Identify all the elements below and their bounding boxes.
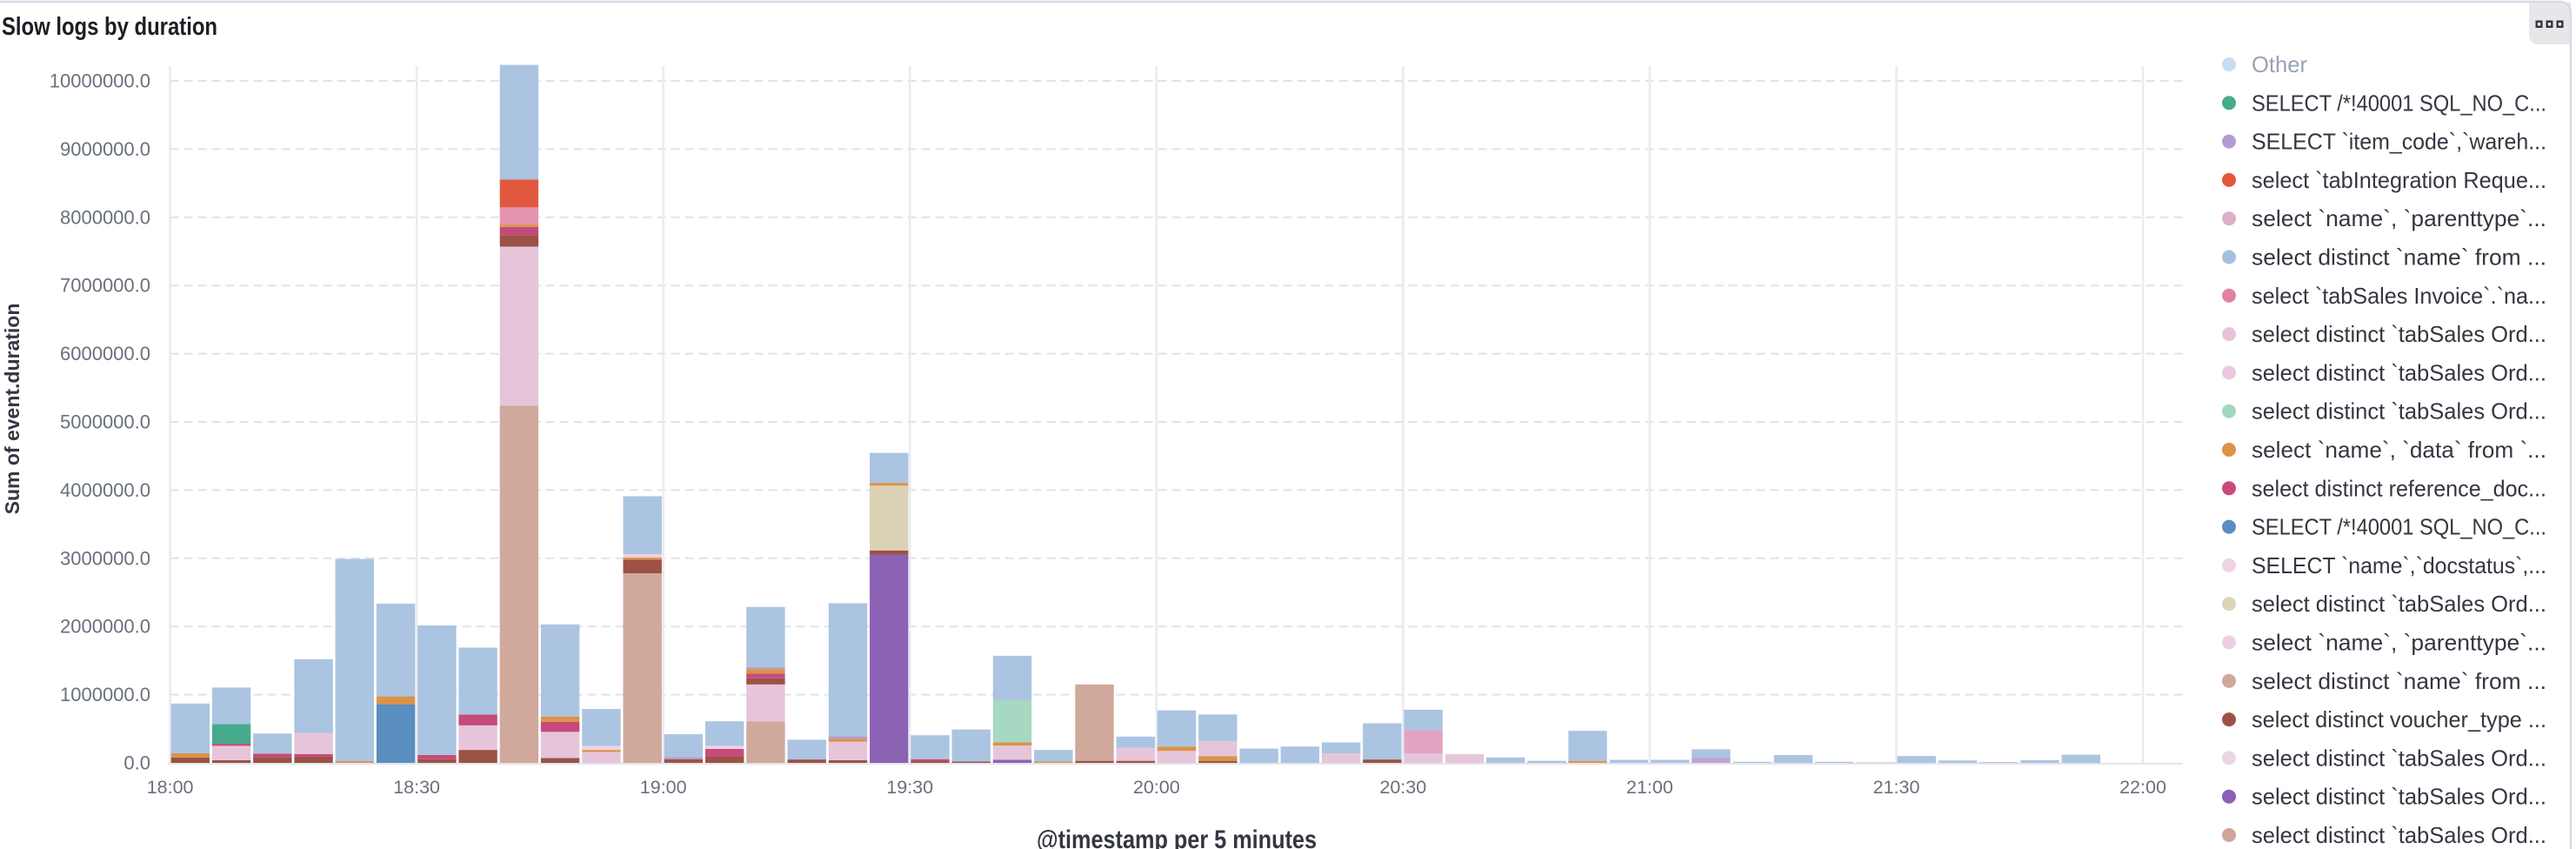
svg-text:select distinct `tabSales Ord.: select distinct `tabSales Ord... bbox=[2252, 745, 2546, 771]
svg-text:select distinct `name` from ..: select distinct `name` from ... bbox=[2252, 244, 2546, 271]
svg-text:8000000.0: 8000000.0 bbox=[60, 206, 150, 228]
svg-text:4000000.0: 4000000.0 bbox=[60, 479, 150, 501]
svg-text:10000000.0: 10000000.0 bbox=[50, 70, 150, 92]
svg-text:5000000.0: 5000000.0 bbox=[60, 411, 150, 433]
svg-text:select distinct `tabSales Ord.: select distinct `tabSales Ord... bbox=[2252, 321, 2546, 347]
svg-text:9000000.0: 9000000.0 bbox=[60, 138, 150, 160]
svg-text:select distinct `tabSales Ord.: select distinct `tabSales Ord... bbox=[2252, 398, 2546, 424]
svg-text:21:30: 21:30 bbox=[1873, 777, 1920, 798]
svg-text:select `tabIntegration Reque..: select `tabIntegration Reque... bbox=[2252, 167, 2546, 193]
svg-text:18:30: 18:30 bbox=[393, 777, 440, 798]
svg-text:3000000.0: 3000000.0 bbox=[60, 547, 150, 569]
svg-text:SELECT /*!40001 SQL_NO_C...: SELECT /*!40001 SQL_NO_C... bbox=[2252, 514, 2546, 540]
svg-text:19:30: 19:30 bbox=[886, 777, 933, 798]
svg-text:select `tabSales Invoice`.`na.: select `tabSales Invoice`.`na... bbox=[2252, 283, 2546, 309]
svg-text:6000000.0: 6000000.0 bbox=[60, 343, 150, 364]
svg-text:SELECT /*!40001 SQL_NO_C...: SELECT /*!40001 SQL_NO_C... bbox=[2252, 90, 2546, 116]
svg-text:Sum of event.duration: Sum of event.duration bbox=[1, 304, 23, 515]
svg-text:select distinct reference_doc.: select distinct reference_doc... bbox=[2252, 475, 2546, 501]
svg-text:select distinct `tabSales Ord.: select distinct `tabSales Ord... bbox=[2252, 822, 2546, 848]
svg-text:SELECT `name`,`docstatus`,...: SELECT `name`,`docstatus`,... bbox=[2252, 552, 2546, 578]
svg-text:SELECT `item_code`,`wareh...: SELECT `item_code`,`wareh... bbox=[2252, 129, 2546, 155]
svg-text:21:00: 21:00 bbox=[1626, 777, 1673, 798]
svg-text:19:00: 19:00 bbox=[640, 777, 687, 798]
svg-text:0.0: 0.0 bbox=[123, 752, 150, 774]
svg-text:18:00: 18:00 bbox=[147, 777, 194, 798]
svg-text:select distinct voucher_type .: select distinct voucher_type ... bbox=[2252, 706, 2546, 732]
svg-text:select distinct `name` from ..: select distinct `name` from ... bbox=[2252, 668, 2546, 694]
svg-text:20:00: 20:00 bbox=[1133, 777, 1180, 798]
svg-text:select distinct `tabSales Ord.: select distinct `tabSales Ord... bbox=[2252, 784, 2546, 810]
svg-text:select `name`, `parenttype`...: select `name`, `parenttype`... bbox=[2252, 630, 2546, 656]
svg-text:20:30: 20:30 bbox=[1379, 777, 1426, 798]
svg-text:Other: Other bbox=[2252, 51, 2307, 77]
svg-text:select distinct `tabSales Ord.: select distinct `tabSales Ord... bbox=[2252, 359, 2546, 385]
svg-text:1000000.0: 1000000.0 bbox=[60, 684, 150, 705]
svg-text:select `name`, `data` from `..: select `name`, `data` from `... bbox=[2252, 437, 2546, 463]
svg-text:7000000.0: 7000000.0 bbox=[60, 275, 150, 297]
svg-text:select `name`, `parenttype`...: select `name`, `parenttype`... bbox=[2252, 205, 2546, 231]
svg-text:@timestamp per 5 minutes: @timestamp per 5 minutes bbox=[1037, 826, 1317, 849]
svg-text:select distinct `tabSales Ord.: select distinct `tabSales Ord... bbox=[2252, 591, 2546, 617]
svg-text:2000000.0: 2000000.0 bbox=[60, 616, 150, 638]
svg-text:Slow logs by duration: Slow logs by duration bbox=[2, 13, 217, 41]
svg-text:22:00: 22:00 bbox=[2119, 777, 2166, 798]
